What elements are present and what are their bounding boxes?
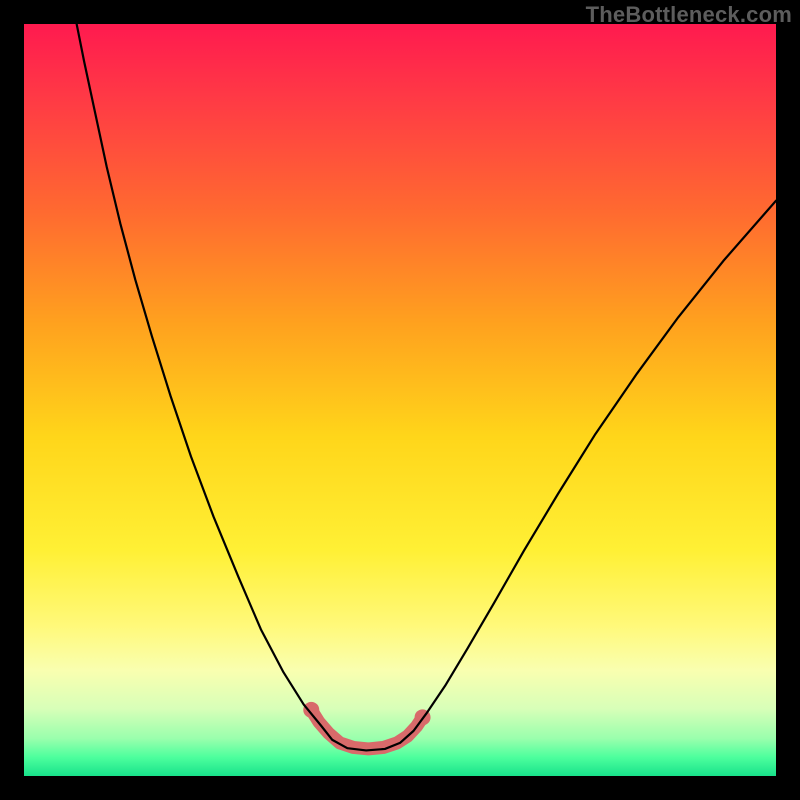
gradient-background xyxy=(24,24,776,776)
chart-svg xyxy=(24,24,776,776)
watermark-text: TheBottleneck.com xyxy=(586,2,792,28)
plot-area xyxy=(24,24,776,776)
chart-frame: TheBottleneck.com xyxy=(0,0,800,800)
